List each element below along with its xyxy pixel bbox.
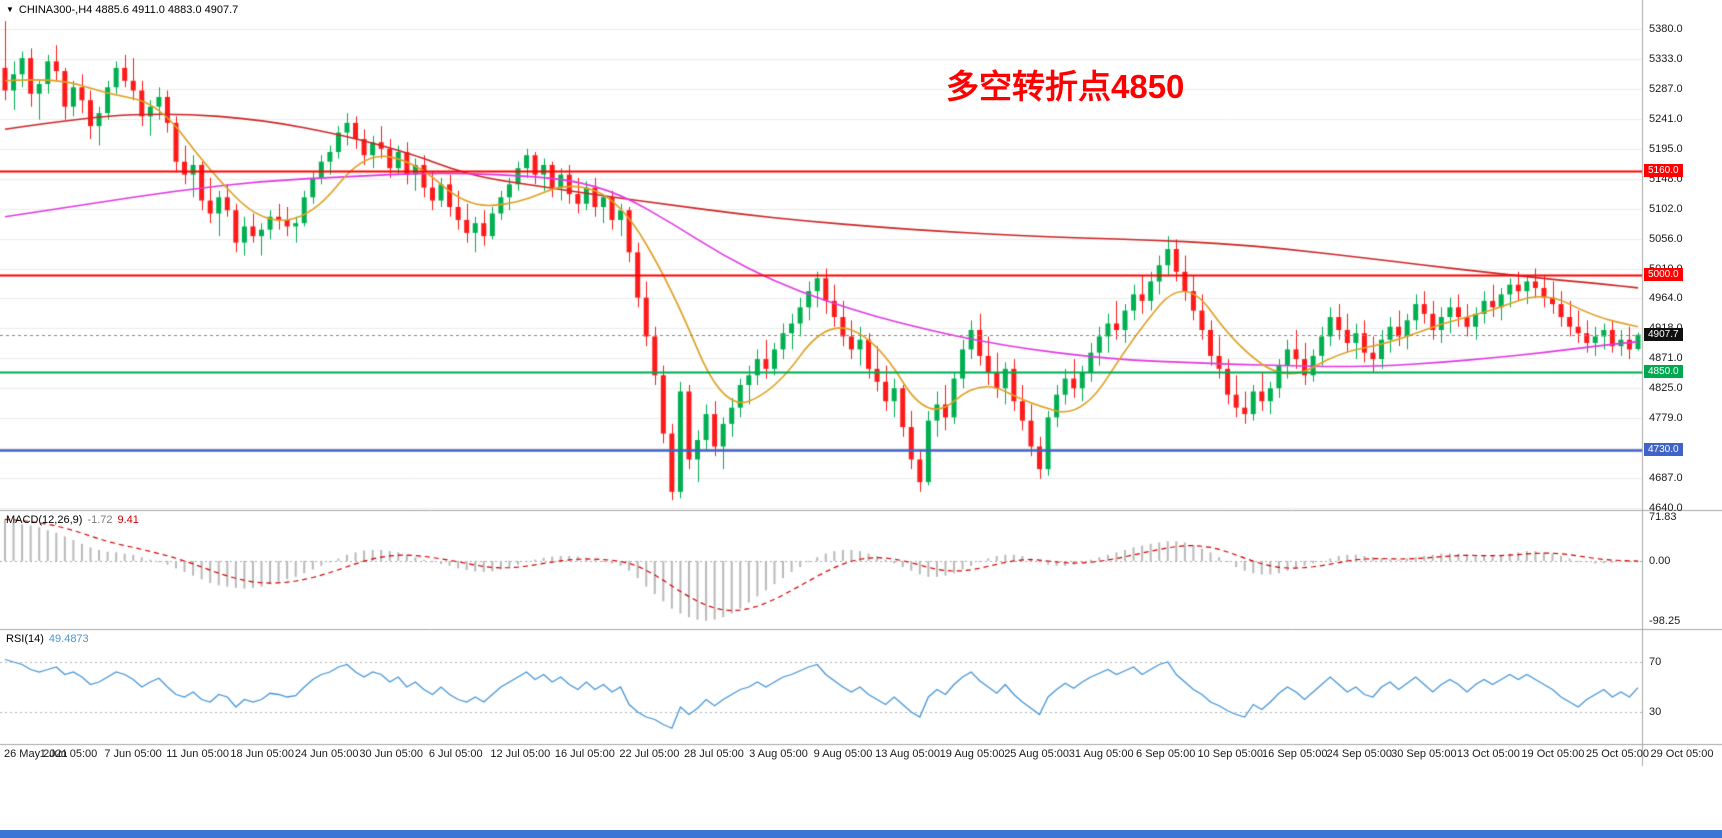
price-axis-tick: 4779.0 bbox=[1649, 412, 1683, 425]
price-axis-tick: 4964.0 bbox=[1649, 292, 1683, 305]
price-axis-tick: 5102.0 bbox=[1649, 202, 1683, 215]
time-axis-label: 16 Jul 05:00 bbox=[554, 748, 615, 760]
time-axis-label: 30 Jun 05:00 bbox=[359, 748, 424, 760]
time-axis-label: 3 Aug 05:00 bbox=[749, 748, 808, 760]
price-axis-tick: 5195.0 bbox=[1649, 142, 1683, 155]
time-axis-label: 24 Jun 05:00 bbox=[294, 748, 359, 760]
time-axis-label: 6 Jul 05:00 bbox=[428, 748, 483, 760]
time-axis-label: 31 Aug 05:00 bbox=[1068, 748, 1134, 760]
time-axis-label: 1 Jun 05:00 bbox=[39, 748, 98, 760]
price-axis-tick: 4687.0 bbox=[1649, 471, 1683, 484]
macd-name: MACD(12,26,9) bbox=[6, 514, 83, 526]
rsi-value: 49.4873 bbox=[48, 633, 89, 645]
time-axis-label: 7 Jun 05:00 bbox=[104, 748, 162, 760]
time-axis-label: 13 Oct 05:00 bbox=[1456, 748, 1520, 760]
time-axis-label: 12 Jul 05:00 bbox=[490, 748, 551, 760]
price-axis-tick: 5333.0 bbox=[1649, 53, 1683, 66]
price-axis-tick: 5380.0 bbox=[1649, 23, 1683, 35]
time-axis-label: 6 Sep 05:00 bbox=[1136, 748, 1196, 760]
price-level-label-5000: 5000.0 bbox=[1644, 267, 1683, 281]
price-axis-tick: 4825.0 bbox=[1649, 382, 1683, 395]
rsi-name: RSI(14) bbox=[6, 633, 44, 645]
time-axis-label: 10 Sep 05:00 bbox=[1197, 748, 1263, 760]
time-axis-label: 11 Jun 05:00 bbox=[166, 748, 230, 760]
current-price-label: 4907.7 bbox=[1644, 327, 1683, 341]
bottom-taskbar-strip bbox=[0, 830, 1722, 838]
macd-signal-value: 9.41 bbox=[117, 514, 139, 526]
time-axis-label: 25 Aug 05:00 bbox=[1004, 748, 1070, 760]
price-level-label-4850: 4850.0 bbox=[1644, 365, 1683, 379]
time-axis-label: 25 Oct 05:00 bbox=[1585, 748, 1649, 760]
price-axis-tick: 4640.0 bbox=[1649, 502, 1683, 514]
macd-main-value: -1.72 bbox=[87, 514, 113, 526]
rsi-axis-tick: 70 bbox=[1649, 656, 1662, 668]
annotation-text: 多空转折点4850 bbox=[946, 68, 1185, 105]
price-level-label-4730: 4730.0 bbox=[1644, 442, 1683, 456]
price-axis-tick: 4871.0 bbox=[1649, 352, 1683, 365]
rsi-axis-tick: 30 bbox=[1649, 706, 1662, 718]
macd-indicator-label: MACD(12,26,9) -1.72 9.41 bbox=[6, 514, 139, 526]
time-axis-label: 30 Sep 05:00 bbox=[1391, 748, 1457, 760]
symbol-info[interactable]: ▼ CHINA300-,H4 4885.6 4911.0 4883.0 4907.… bbox=[6, 4, 238, 16]
symbol-ohlc-text: CHINA300-,H4 4885.6 4911.0 4883.0 4907.7 bbox=[18, 4, 239, 16]
time-axis-label: 29 Oct 05:00 bbox=[1650, 748, 1714, 760]
time-axis-label: 9 Aug 05:00 bbox=[813, 748, 873, 760]
time-axis-label: 18 Jun 05:00 bbox=[230, 748, 294, 760]
price-level-label-5160: 5160.0 bbox=[1644, 164, 1683, 178]
time-axis-label: 24 Sep 05:00 bbox=[1326, 748, 1393, 760]
time-axis-label: 19 Aug 05:00 bbox=[939, 748, 1005, 760]
rsi-indicator-label: RSI(14) 49.4873 bbox=[6, 633, 89, 645]
time-axis-label: 28 Jul 05:00 bbox=[683, 748, 744, 760]
time-axis-label: 19 Oct 05:00 bbox=[1521, 748, 1585, 760]
price-axis-tick: 5287.0 bbox=[1649, 83, 1683, 96]
time-axis-label: 22 Jul 05:00 bbox=[619, 748, 680, 760]
time-axis-label: 26 May 2021 bbox=[4, 748, 68, 760]
macd-axis-tick: -98.25 bbox=[1649, 615, 1681, 627]
price-axis-tick: 5241.0 bbox=[1649, 112, 1683, 125]
time-axis-label: 16 Sep 05:00 bbox=[1262, 748, 1328, 760]
macd-axis-tick: 0.00 bbox=[1649, 554, 1671, 567]
symbol-dropdown-icon[interactable]: ▼ bbox=[6, 5, 14, 14]
time-axis-label: 13 Aug 05:00 bbox=[875, 748, 940, 760]
macd-axis-tick: 71.83 bbox=[1649, 511, 1677, 523]
price-axis-tick: 5056.0 bbox=[1649, 232, 1683, 245]
